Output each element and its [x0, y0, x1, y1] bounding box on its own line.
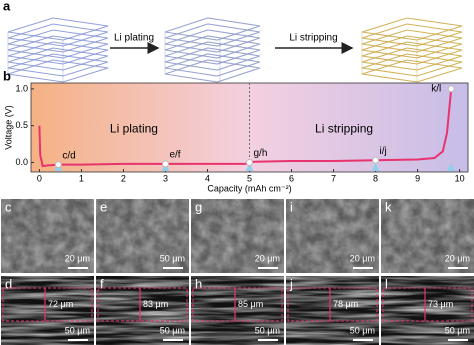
- lattice-layer: [361, 23, 463, 47]
- x-tick-label: 8: [373, 173, 378, 183]
- panel-label: j: [289, 276, 293, 291]
- sample-point: [161, 160, 169, 168]
- sample-point: [54, 161, 62, 169]
- panel-label: i: [290, 199, 293, 214]
- lattice-layer: [7, 47, 109, 71]
- sample-point: [447, 85, 455, 93]
- position-marker: [447, 163, 456, 171]
- position-marker: [245, 163, 254, 171]
- x-tick-label: 7: [331, 173, 336, 183]
- process-label: Li stripping: [289, 33, 337, 44]
- lattice-layer: [361, 53, 463, 77]
- panel-label: c: [5, 199, 12, 214]
- panel-label: k: [385, 199, 392, 214]
- lattice-layer: [164, 47, 261, 71]
- x-tick-label: 10: [455, 173, 465, 183]
- lattice-layer: [361, 59, 463, 83]
- x-tick-label: 2: [121, 173, 126, 183]
- lattice-layer: [164, 59, 261, 83]
- y-tick-label: 0.0: [15, 157, 28, 167]
- point-label: i/j: [380, 146, 387, 157]
- point-label: c/d: [62, 150, 75, 161]
- scale-bar-label: 20 μm: [65, 253, 90, 263]
- lattice-layer: [164, 53, 261, 77]
- lattice-layer: [7, 29, 109, 53]
- scale-bar-label: 50 μm: [350, 325, 375, 335]
- x-tick-label: 9: [415, 173, 420, 183]
- region-label: Li stripping: [315, 122, 373, 136]
- x-tick-label: 1: [79, 173, 84, 183]
- lattice-layer: [164, 41, 261, 65]
- thickness-label: 83 μm: [143, 299, 168, 309]
- scale-bar-label: 20 μm: [255, 253, 280, 263]
- thickness-label: 73 μm: [428, 299, 453, 309]
- sem-texture: [96, 199, 189, 273]
- sem-texture: [286, 199, 379, 273]
- y-axis-title: Voltage (V): [3, 105, 13, 150]
- thickness-box: [2, 287, 93, 322]
- lattice-layer: [164, 35, 261, 59]
- panel-label: h: [195, 276, 202, 291]
- scale-bar-label: 50 μm: [160, 253, 185, 263]
- position-marker: [371, 163, 380, 171]
- y-tick-label: 1.0: [15, 83, 28, 93]
- lattice-side: [164, 32, 221, 82]
- lattice-layer: [7, 35, 109, 59]
- lattice-layer: [7, 23, 109, 47]
- point-label: k/l: [431, 84, 441, 95]
- x-tick-label: 6: [289, 173, 294, 183]
- lattice-layer: [361, 41, 463, 65]
- scale-bar-label: 50 μm: [160, 325, 185, 335]
- scale-bar-label: 50 μm: [445, 325, 470, 335]
- thickness-label: 78 μm: [333, 299, 358, 309]
- x-tick-label: 3: [163, 173, 168, 183]
- region-label: Li plating: [110, 122, 158, 136]
- lattice-side: [7, 32, 64, 82]
- lattice-layer: [164, 29, 261, 53]
- process-label: Li plating: [114, 33, 154, 44]
- scale-bar-label: 20 μm: [350, 253, 375, 263]
- lattice-side: [361, 32, 418, 82]
- sample-point: [246, 158, 253, 166]
- lattice-layer: [361, 47, 463, 71]
- lattice-layer: [7, 53, 109, 77]
- lattice-layer: [7, 59, 109, 83]
- sem-texture: [1, 199, 94, 273]
- lattice-layer: [164, 17, 261, 41]
- lattice-layer: [164, 23, 261, 47]
- x-axis-title: Capacity (mAh cm⁻²): [207, 183, 291, 193]
- sem-texture: [381, 199, 474, 273]
- lattice-layer: [7, 41, 109, 65]
- panel-label: b: [3, 68, 11, 83]
- scale-bar-label: 50 μm: [65, 325, 90, 335]
- panel-label: a: [3, 0, 11, 13]
- sample-point: [372, 156, 380, 164]
- panel-label: g: [195, 199, 202, 214]
- thickness-box: [97, 287, 188, 322]
- lattice-layer: [7, 17, 109, 41]
- thickness-box: [287, 287, 378, 322]
- y-tick-label: 0.5: [15, 120, 28, 130]
- point-label: g/h: [254, 148, 268, 159]
- thickness-box: [192, 287, 283, 322]
- x-tick-label: 0: [37, 173, 42, 183]
- panel-label: f: [100, 276, 104, 291]
- panel-label: d: [5, 276, 12, 291]
- panel-label: e: [100, 199, 107, 214]
- panel-label: l: [385, 276, 388, 291]
- x-tick-label: 5: [247, 173, 252, 183]
- lattice-layer: [361, 29, 463, 53]
- sem-texture: [191, 199, 284, 273]
- thickness-box: [382, 287, 473, 322]
- thickness-label: 72 μm: [48, 299, 73, 309]
- point-label: e/f: [169, 150, 180, 161]
- lattice-layer: [361, 17, 463, 41]
- thickness-label: 85 μm: [238, 299, 263, 309]
- scale-bar-label: 20 μm: [445, 253, 470, 263]
- scale-bar-label: 50 μm: [255, 325, 280, 335]
- lattice-layer: [361, 35, 463, 59]
- x-tick-label: 4: [205, 173, 210, 183]
